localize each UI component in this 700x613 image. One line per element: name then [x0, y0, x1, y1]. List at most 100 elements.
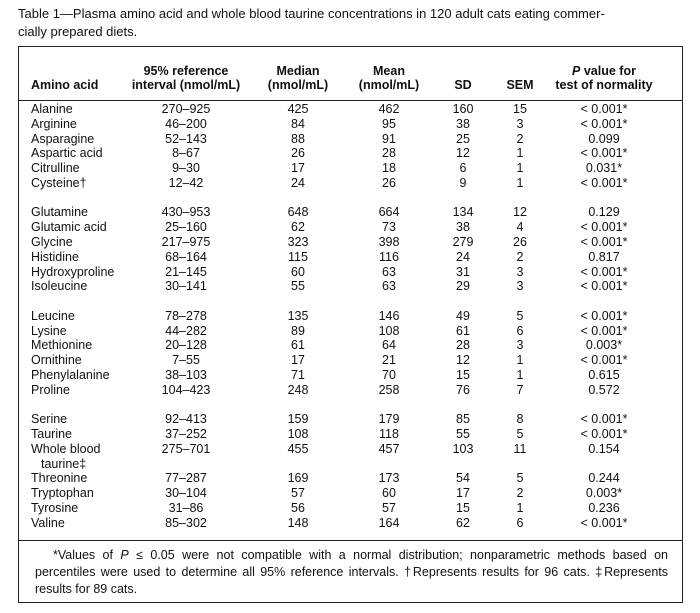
- table-cell: 78–278: [165, 308, 207, 323]
- table-cell: 31–86: [168, 500, 204, 515]
- table-row: Methionine 20–128 61 64 28 3 0.003*: [19, 338, 682, 353]
- table-cell: 5: [516, 471, 524, 486]
- header-line: (nmol/mL): [268, 78, 328, 92]
- row-group: Glutamine 430–953 648 664 134 12 0.129 Glutamic…: [19, 205, 682, 294]
- footnote-part: P: [120, 548, 129, 562]
- table-cell: 2: [516, 486, 524, 501]
- table-cell: 62: [291, 220, 305, 235]
- table-row: Serine 92–413 159 179 85 8 < 0.001*: [19, 412, 682, 427]
- table-cell: 1: [516, 367, 524, 382]
- row-label: Threonine: [31, 471, 88, 486]
- table-cell: 12: [456, 353, 470, 368]
- table-cell: 88: [291, 131, 305, 146]
- table-row: Taurine 37–252 108 118 55 5 < 0.001*: [19, 427, 682, 442]
- table-cell: 270–925: [161, 102, 211, 116]
- footnote-part: ≤ 0.05 were not compatible with a normal…: [35, 548, 669, 596]
- table-row: Citrulline 9–30 17 18 6 1 0.031*: [19, 161, 682, 176]
- table-cell: 217–975: [161, 234, 211, 249]
- footnote: *Values of P ≤ 0.05 were not compatible …: [19, 540, 682, 603]
- row-label: Asparagine: [31, 131, 95, 146]
- table-cell: 18: [382, 161, 396, 176]
- table-body: Alanine 270–925 425 462 160 15 < 0.001* Arginin…: [19, 102, 682, 545]
- table-cell: 21: [382, 353, 396, 368]
- header-cell: Amino acid: [31, 78, 98, 92]
- caption-line: cially prepared diets.: [18, 24, 138, 39]
- table-cell: 1: [516, 500, 524, 515]
- table-cell: < 0.001*: [580, 102, 628, 116]
- table-cell: 664: [378, 205, 400, 220]
- table-header: Amino acid 95% reference interval (nmol/mL…: [19, 47, 682, 101]
- table-cell: 25: [456, 131, 470, 146]
- table-cell: 1: [516, 146, 524, 161]
- table-cell: < 0.001*: [580, 308, 628, 323]
- table-cell: 6: [516, 323, 524, 338]
- table-cell: < 0.001*: [580, 146, 628, 161]
- table-cell: < 0.001*: [580, 220, 628, 235]
- table-cell: 146: [378, 308, 400, 323]
- table-cell: 62: [456, 515, 470, 530]
- header-line: SEM: [506, 78, 533, 92]
- row-label: Hydroxyproline: [31, 264, 115, 279]
- table-cell: 12: [456, 146, 470, 161]
- table-cell: 179: [378, 412, 400, 427]
- table-cell: 0.244: [588, 471, 620, 486]
- table-row: Asparagine 52–143 88 91 25 2 0.099: [19, 132, 682, 147]
- table-row: Glutamic acid 25–160 62 73 38 4 < 0.001*: [19, 220, 682, 235]
- table-cell: 15: [456, 367, 470, 382]
- table-row: Aspartic acid 8–67 26 28 12 1 < 0.001*: [19, 146, 682, 161]
- header-text: Amino acid: [31, 78, 99, 92]
- table-cell: 70: [382, 367, 396, 382]
- header-cell: SEM: [506, 78, 533, 92]
- table-cell: 30–104: [165, 486, 207, 501]
- table-cell: < 0.001*: [580, 515, 628, 530]
- header-text: (nmol/mL): [267, 78, 329, 92]
- table-cell: 77–287: [165, 471, 207, 486]
- table-cell: 0.817: [588, 249, 620, 264]
- table-cell: 3: [516, 116, 524, 131]
- row-label: Aspartic acid: [31, 146, 103, 161]
- table-row: Proline 104–423 248 258 76 7 0.572: [19, 383, 682, 398]
- table-cell: 248: [287, 382, 309, 397]
- table-cell: < 0.001*: [580, 279, 628, 294]
- table-cell: < 0.001*: [580, 234, 628, 249]
- table-cell: 24: [456, 249, 470, 264]
- table-cell: 26: [291, 146, 305, 161]
- table-cell: < 0.001*: [580, 116, 628, 131]
- table-cell: 0.236: [588, 500, 620, 515]
- header-line: Median: [268, 64, 328, 78]
- row-group: Leucine 78–278 135 146 49 5 < 0.001* Lysine 44–2…: [19, 309, 682, 398]
- table-cell: 63: [382, 279, 396, 294]
- table-cell: 455: [287, 441, 309, 456]
- row-label: Citrulline: [31, 161, 80, 176]
- table-row: Tyrosine 31–86 56 57 15 1 0.236: [19, 501, 682, 516]
- table-cell: 68–164: [165, 249, 207, 264]
- table-cell: 135: [287, 308, 309, 323]
- table-cell: 5: [516, 426, 524, 441]
- table-cell: 57: [291, 486, 305, 501]
- table-cell: 164: [378, 515, 400, 530]
- row-label: Arginine: [31, 116, 77, 131]
- table-cell: 279: [452, 234, 474, 249]
- table-cell: 28: [382, 146, 396, 161]
- header-line: 95% reference: [132, 64, 240, 78]
- header-text: test of normality: [555, 78, 653, 92]
- table-row: Threonine 77–287 169 173 54 5 0.244: [19, 471, 682, 486]
- table-cell: 1: [516, 161, 524, 176]
- table-cell: 173: [378, 471, 400, 486]
- table-row: Ornithine 7–55 17 21 12 1 < 0.001*: [19, 353, 682, 368]
- header-text: SD: [454, 78, 472, 92]
- footnote-text: *Values of P ≤ 0.05 were not compatible …: [35, 547, 668, 598]
- row-label: Ornithine: [31, 353, 82, 368]
- header-text: (nmol/mL): [358, 78, 420, 92]
- table-row: Glycine 217–975 323 398 279 26 < 0.001*: [19, 235, 682, 250]
- row-label: Serine: [31, 412, 68, 427]
- table-row: Glutamine 430–953 648 664 134 12 0.129: [19, 205, 682, 220]
- table-cell: 134: [452, 205, 474, 220]
- table-row: Isoleucine 30–141 55 63 29 3 < 0.001*: [19, 279, 682, 294]
- row-label: Tryptophan: [31, 486, 94, 501]
- table-cell: 3: [516, 279, 524, 294]
- table-cell: 0.154: [588, 441, 620, 456]
- table-cell: 12–42: [168, 175, 204, 190]
- table-cell: 85: [456, 412, 470, 427]
